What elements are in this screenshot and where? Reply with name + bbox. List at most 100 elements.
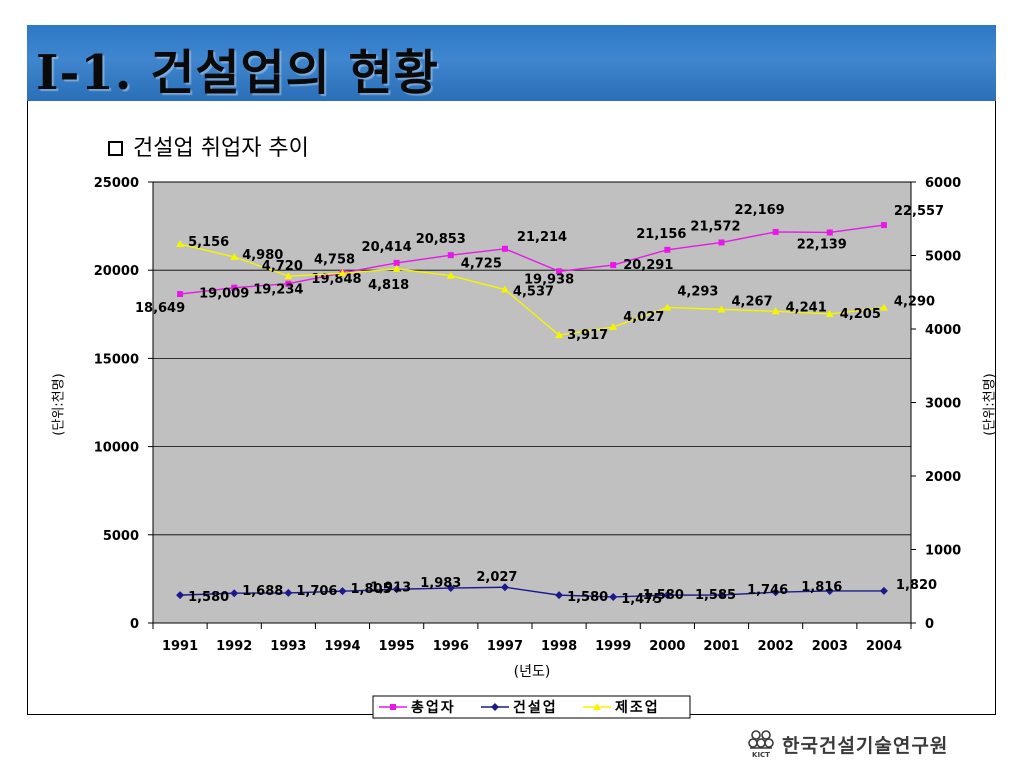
x-axis-tick-label: 2003 (812, 639, 848, 654)
data-label: 4,818 (368, 278, 409, 293)
data-point (230, 589, 239, 598)
x-axis-tick-label: 2004 (866, 639, 902, 654)
data-label: 1,820 (896, 578, 937, 593)
data-label: 4,241 (786, 300, 827, 315)
x-axis-tick-label: 2001 (703, 639, 739, 654)
data-point (556, 268, 563, 275)
data-point (826, 229, 833, 236)
data-label: 2,027 (476, 570, 517, 585)
series-line (180, 586, 884, 598)
x-axis-tick-label: 1998 (541, 639, 577, 654)
data-point (446, 584, 455, 593)
legend-label: 건설업 (513, 699, 558, 716)
left-axis-tick-label: 20000 (94, 264, 139, 279)
data-point (718, 239, 725, 246)
data-label: 18,649 (135, 301, 185, 316)
logo-abbr: KICT (752, 751, 770, 759)
data-label: 1,746 (747, 583, 788, 598)
legend-label: 총업자 (411, 700, 456, 716)
data-label: 1,913 (370, 580, 411, 595)
data-label: 1,706 (296, 584, 337, 599)
data-label: 20,853 (416, 232, 466, 247)
data-point (501, 245, 508, 252)
data-point (284, 272, 293, 280)
x-axis-tick-label: 1995 (379, 639, 415, 654)
data-label: 1,580 (567, 590, 608, 605)
x-axis-tick-label: 1996 (433, 639, 469, 654)
data-point (825, 309, 834, 317)
data-point (555, 591, 564, 600)
x-axis-title: (년도) (514, 664, 551, 680)
legend-swatch-marker (491, 703, 499, 711)
data-label: 4,758 (314, 252, 355, 267)
right-axis-tick-label: 3000 (925, 397, 961, 412)
chart-subtitle: 건설업 취업자 추이 (108, 130, 309, 162)
legend-swatch-marker (390, 704, 396, 710)
data-point (231, 284, 238, 291)
legend-label: 제조업 (615, 700, 660, 716)
plot-area (152, 181, 912, 624)
data-label: 4,537 (513, 285, 554, 300)
legend-swatch-marker (593, 703, 601, 710)
data-label: 4,293 (677, 284, 718, 299)
chart-subtitle-text: 건설업 취업자 추이 (133, 136, 309, 161)
x-axis-tick-label: 1992 (216, 639, 252, 654)
data-label: 1,983 (420, 576, 461, 591)
data-point (771, 307, 780, 315)
right-axis-tick-label: 1000 (925, 544, 961, 559)
data-point (555, 331, 564, 339)
data-label: 21,572 (690, 219, 740, 234)
x-axis-tick-label: 1997 (487, 639, 523, 654)
data-point (825, 586, 834, 595)
data-label: 22,557 (894, 204, 944, 219)
right-axis-tick-label: 2000 (925, 470, 961, 485)
data-label: 4,205 (840, 307, 881, 322)
data-label: 1,805 (351, 582, 392, 597)
data-label: 5,156 (188, 235, 229, 250)
data-point (879, 586, 888, 595)
data-point (717, 305, 726, 313)
x-axis-tick-label: 2000 (649, 639, 685, 654)
left-axis-tick-label: 25000 (94, 176, 139, 191)
data-point (338, 587, 347, 596)
series-line (179, 243, 885, 336)
x-axis-tick-label: 1994 (324, 639, 360, 654)
data-point (447, 252, 454, 259)
org-logo: KICT 한국건설기술연구원 (748, 725, 948, 763)
x-axis-tick-label: 1999 (595, 639, 631, 654)
data-point (176, 591, 185, 600)
data-label: 19,848 (311, 272, 361, 287)
data-point (771, 588, 780, 597)
title-banner (27, 25, 996, 101)
data-point (663, 303, 672, 311)
right-axis-tick-label: 4000 (925, 323, 961, 338)
data-label: 22,139 (797, 237, 847, 252)
legend (372, 695, 691, 719)
data-label: 4,980 (242, 248, 283, 263)
data-label: 1,580 (188, 590, 229, 605)
data-point (392, 585, 401, 594)
data-point (879, 303, 888, 311)
right-axis-tick-label: 5000 (925, 250, 961, 265)
data-point (177, 291, 184, 298)
data-label: 3,917 (567, 328, 608, 343)
data-point (446, 271, 455, 279)
data-point (500, 285, 509, 293)
x-axis-tick-label: 1991 (162, 639, 198, 654)
data-label: 22,169 (735, 203, 785, 218)
data-label: 1,688 (242, 584, 283, 599)
left-axis-tick-label: 0 (130, 617, 139, 632)
checkbox-bullet-icon (108, 141, 123, 156)
data-point (230, 252, 239, 260)
left-axis-tick-label: 5000 (103, 529, 139, 544)
data-label: 4,267 (732, 294, 773, 309)
data-label: 1,580 (643, 588, 684, 603)
data-label: 21,214 (517, 230, 567, 245)
series-line (179, 224, 885, 295)
data-label: 1,475 (621, 592, 662, 607)
kict-logo-icon: KICT (748, 730, 774, 759)
data-point (393, 259, 400, 266)
data-point (717, 591, 726, 600)
data-label: 20,414 (362, 240, 412, 255)
